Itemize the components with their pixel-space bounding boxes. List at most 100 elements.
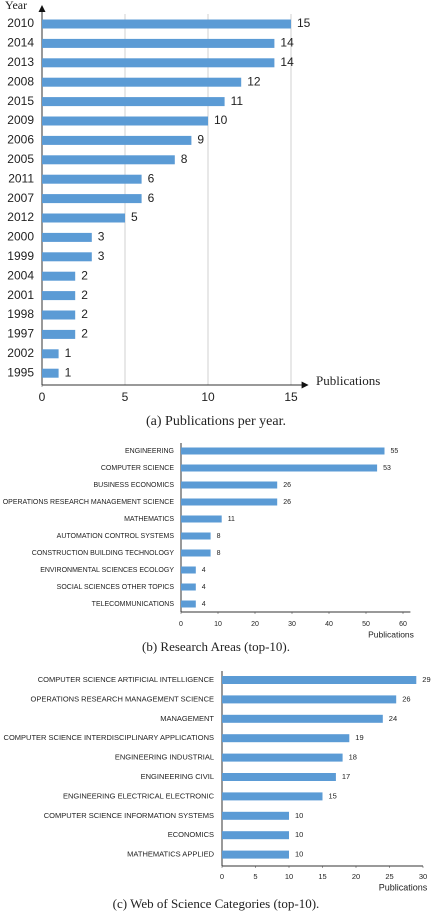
x-tick-label: 0: [220, 872, 224, 881]
value-label: 5: [131, 210, 138, 224]
caption: (b) Research Areas (top-10).: [142, 639, 290, 654]
x-tick-label: 5: [253, 872, 257, 881]
y-tick-label: 2011: [8, 171, 34, 185]
value-label: 6: [148, 191, 155, 205]
y-tick-label: 1995: [7, 365, 34, 379]
value-label: 2: [81, 327, 88, 341]
bar: [42, 213, 125, 223]
x-tick-label: 20: [251, 621, 259, 628]
x-tick-label: 0: [179, 621, 183, 628]
bar: [42, 58, 275, 68]
value-label: 14: [280, 36, 294, 50]
bar: [42, 174, 142, 184]
y-tick-label: 2010: [7, 16, 34, 30]
bar: [42, 310, 76, 320]
x-tick-label: 30: [419, 872, 427, 881]
caption: (c) Web of Science Categories (top-10).: [113, 896, 320, 911]
x-tick-label: 50: [362, 621, 370, 628]
y-tick-label: 1998: [7, 307, 34, 321]
y-tick-label: ENVIRONMENTAL SCIENCES ECOLOGY: [40, 567, 174, 574]
x-tick-label: 10: [201, 390, 215, 404]
value-label: 8: [181, 152, 188, 166]
bar: [222, 676, 417, 684]
bar: [181, 583, 196, 591]
value-label: 10: [214, 113, 228, 127]
value-label: 6: [148, 171, 155, 185]
value-label: 1: [65, 346, 72, 360]
y-tick-label: 2008: [7, 74, 34, 88]
value-label: 2: [81, 288, 88, 302]
y-tick-label: COMPUTER SCIENCE INFORMATION SYSTEMS: [44, 811, 214, 820]
value-label: 55: [391, 448, 399, 455]
bar: [181, 549, 211, 557]
value-label: 10: [295, 830, 303, 839]
bar: [42, 194, 142, 204]
y-tick-label: OPERATIONS RESEARCH MANAGEMENT SCIENCE: [30, 694, 214, 703]
y-tick-label: ECONOMICS: [168, 830, 214, 839]
y-tick-label: SOCIAL SCIENCES OTHER TOPICS: [57, 584, 175, 591]
bar: [42, 116, 208, 126]
x-tick-label: 60: [399, 621, 407, 628]
bar: [222, 773, 336, 781]
bar: [181, 464, 378, 472]
y-tick-label: 2009: [7, 113, 34, 127]
y-tick-label: 2004: [7, 268, 34, 282]
value-label: 18: [349, 753, 357, 762]
bar: [42, 77, 242, 87]
value-label: 11: [228, 516, 235, 523]
y-tick-label: BUSINESS ECONOMICS: [93, 482, 174, 489]
value-label: 12: [247, 74, 261, 88]
y-tick-label: AUTOMATION CONTROL SYSTEMS: [57, 533, 175, 540]
x-tick-label: 10: [285, 872, 293, 881]
x-tick-label: 40: [325, 621, 333, 628]
y-tick-label: 2002: [7, 346, 34, 360]
y-tick-label: 2007: [7, 191, 34, 205]
y-tick-label: 2015: [7, 94, 34, 108]
bar: [42, 329, 76, 339]
bar: [181, 498, 278, 506]
y-tick-label: CONSTRUCTION BUILDING TECHNOLOGY: [32, 550, 175, 557]
y-tick-label: 1997: [7, 327, 34, 341]
bar: [181, 532, 211, 540]
value-label: 10: [295, 811, 303, 820]
y-tick-label: 2012: [7, 210, 34, 224]
y-tick-label: ENGINEERING ELECTRICAL ELECTRONIC: [63, 791, 215, 800]
y-tick-label: ENGINEERING CIVIL: [141, 772, 214, 781]
y-tick-label: MANAGEMENT: [160, 714, 214, 723]
bar: [181, 600, 196, 608]
value-label: 26: [402, 694, 410, 703]
value-label: 19: [355, 733, 363, 742]
y-tick-label: 1999: [7, 249, 34, 263]
value-label: 26: [283, 499, 291, 506]
bar: [42, 252, 92, 262]
y-tick-label: 2006: [7, 133, 34, 147]
value-label: 4: [202, 584, 206, 591]
value-label: 8: [217, 533, 221, 540]
value-label: 15: [329, 791, 337, 800]
caption: (a) Publications per year.: [146, 414, 286, 429]
y-tick-label: ENGINEERING: [125, 448, 174, 455]
y-axis-label: Year: [5, 0, 27, 12]
y-tick-label: 2000: [7, 230, 34, 244]
x-axis-label: Publications: [368, 629, 414, 639]
value-label: 14: [280, 55, 294, 69]
value-label: 8: [217, 550, 221, 557]
bar: [222, 734, 350, 743]
value-label: 1: [65, 365, 72, 379]
bar: [42, 368, 59, 378]
x-tick-label: 0: [39, 390, 46, 404]
value-label: 11: [231, 94, 244, 108]
bar: [222, 811, 289, 820]
y-tick-label: MATHEMATICS: [124, 516, 174, 523]
x-tick-label: 10: [214, 621, 222, 628]
y-tick-label: TELECOMMUNICATIONS: [92, 601, 175, 608]
bar: [42, 349, 59, 359]
x-tick-label: 15: [284, 390, 298, 404]
x-tick-label: 25: [385, 872, 393, 881]
y-tick-label: OPERATIONS RESEARCH MANAGEMENT SCIENCE: [3, 499, 175, 506]
value-label: 2: [81, 268, 88, 282]
value-label: 17: [342, 772, 350, 781]
y-tick-label: 2013: [7, 55, 34, 69]
value-label: 26: [283, 482, 291, 489]
